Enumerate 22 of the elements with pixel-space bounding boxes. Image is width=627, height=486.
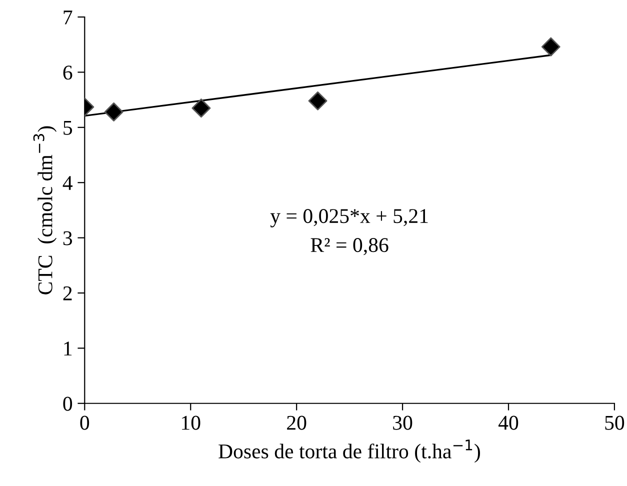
x-axis-title: Doses de torta de filtro (t.ha$^{−1}$)	[218, 440, 480, 463]
x-tick-label: 30	[393, 416, 412, 430]
x-tick-label: 50	[605, 416, 624, 430]
y-tick-label: 5	[64, 120, 72, 135]
annotation: y = 0,025*x + 5,21	[270, 209, 428, 228]
x-tick-label: 0	[80, 416, 90, 430]
y-tick-label: 7	[64, 10, 72, 24]
y-tick-label: 4	[62, 176, 73, 190]
annotation: R² = 0,86	[310, 238, 388, 256]
point	[541, 37, 560, 56]
y-tick-label: 3	[63, 231, 72, 246]
x-tick-label: 40	[498, 416, 518, 430]
x-tick-label: 10	[182, 416, 200, 430]
point	[308, 91, 328, 110]
y-axis-title: CTC (cmolc dm$^{−3}$)	[33, 126, 57, 294]
y-tick-label: 2	[63, 286, 72, 300]
y-tick-label: 0	[63, 396, 72, 411]
point	[104, 102, 124, 122]
point	[192, 98, 211, 118]
y-tick-label: 1	[64, 342, 72, 356]
y-tick-label: 6	[63, 66, 72, 80]
x-tick-label: 20	[287, 416, 306, 430]
